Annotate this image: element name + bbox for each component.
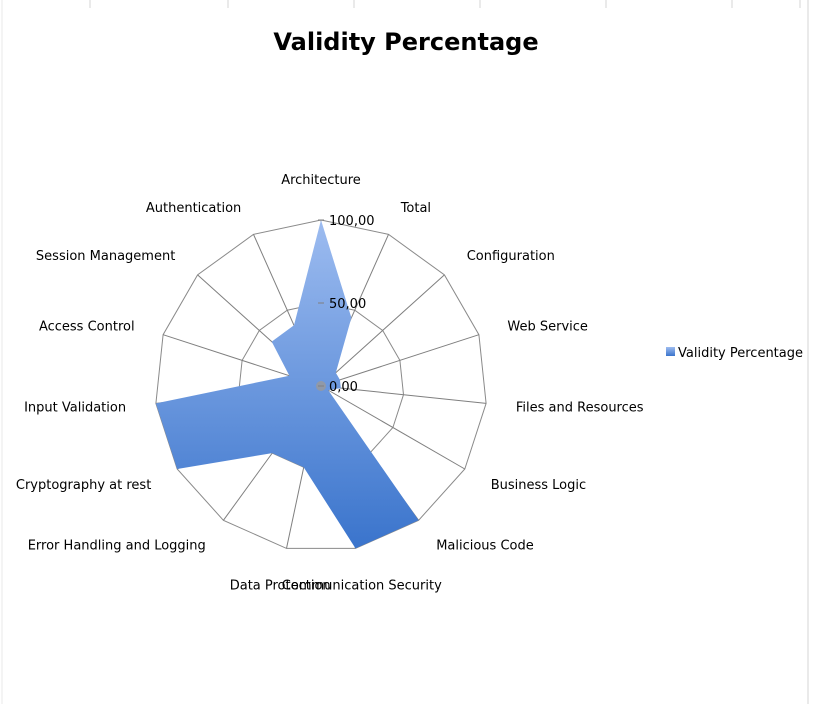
- category-label: Configuration: [467, 249, 555, 264]
- series-area: [155, 220, 419, 549]
- category-label: Authentication: [146, 201, 241, 216]
- radar-spoke: [320, 274, 445, 387]
- category-labels: Architecture Total Configuration Web Servic…: [16, 173, 644, 594]
- category-label: Input Validation: [24, 401, 126, 416]
- tick-label: 100,00: [329, 214, 375, 229]
- legend-swatch: [666, 347, 675, 356]
- category-label: Files and Resources: [516, 401, 644, 416]
- category-label: Malicious Code: [436, 539, 534, 554]
- radial-tick-labels: 0,00 50,00 100,00: [318, 214, 375, 395]
- legend[interactable]: Validity Percentage: [666, 346, 803, 361]
- category-label: Access Control: [39, 319, 135, 334]
- series-polygon: [155, 220, 419, 549]
- radar-spoke: [320, 334, 480, 387]
- category-label: Data Protection: [230, 579, 331, 594]
- category-label: Architecture: [281, 173, 361, 188]
- tick-label: 0,00: [329, 380, 358, 395]
- category-label: Session Management: [36, 249, 175, 264]
- legend-label: Validity Percentage: [678, 346, 803, 361]
- category-label: Web Service: [507, 319, 588, 334]
- chart-title: Validity Percentage: [273, 28, 538, 56]
- category-label: Communication Security: [282, 579, 442, 594]
- radar-spoke: [320, 385, 466, 470]
- category-label: Cryptography at rest: [16, 478, 151, 493]
- category-label: Error Handling and Logging: [28, 539, 206, 554]
- radar-spoke: [320, 385, 487, 404]
- category-label: Business Logic: [491, 478, 586, 493]
- tick-label: 50,00: [329, 297, 366, 312]
- category-label: Total: [400, 201, 431, 216]
- grid-ring: [155, 219, 487, 549]
